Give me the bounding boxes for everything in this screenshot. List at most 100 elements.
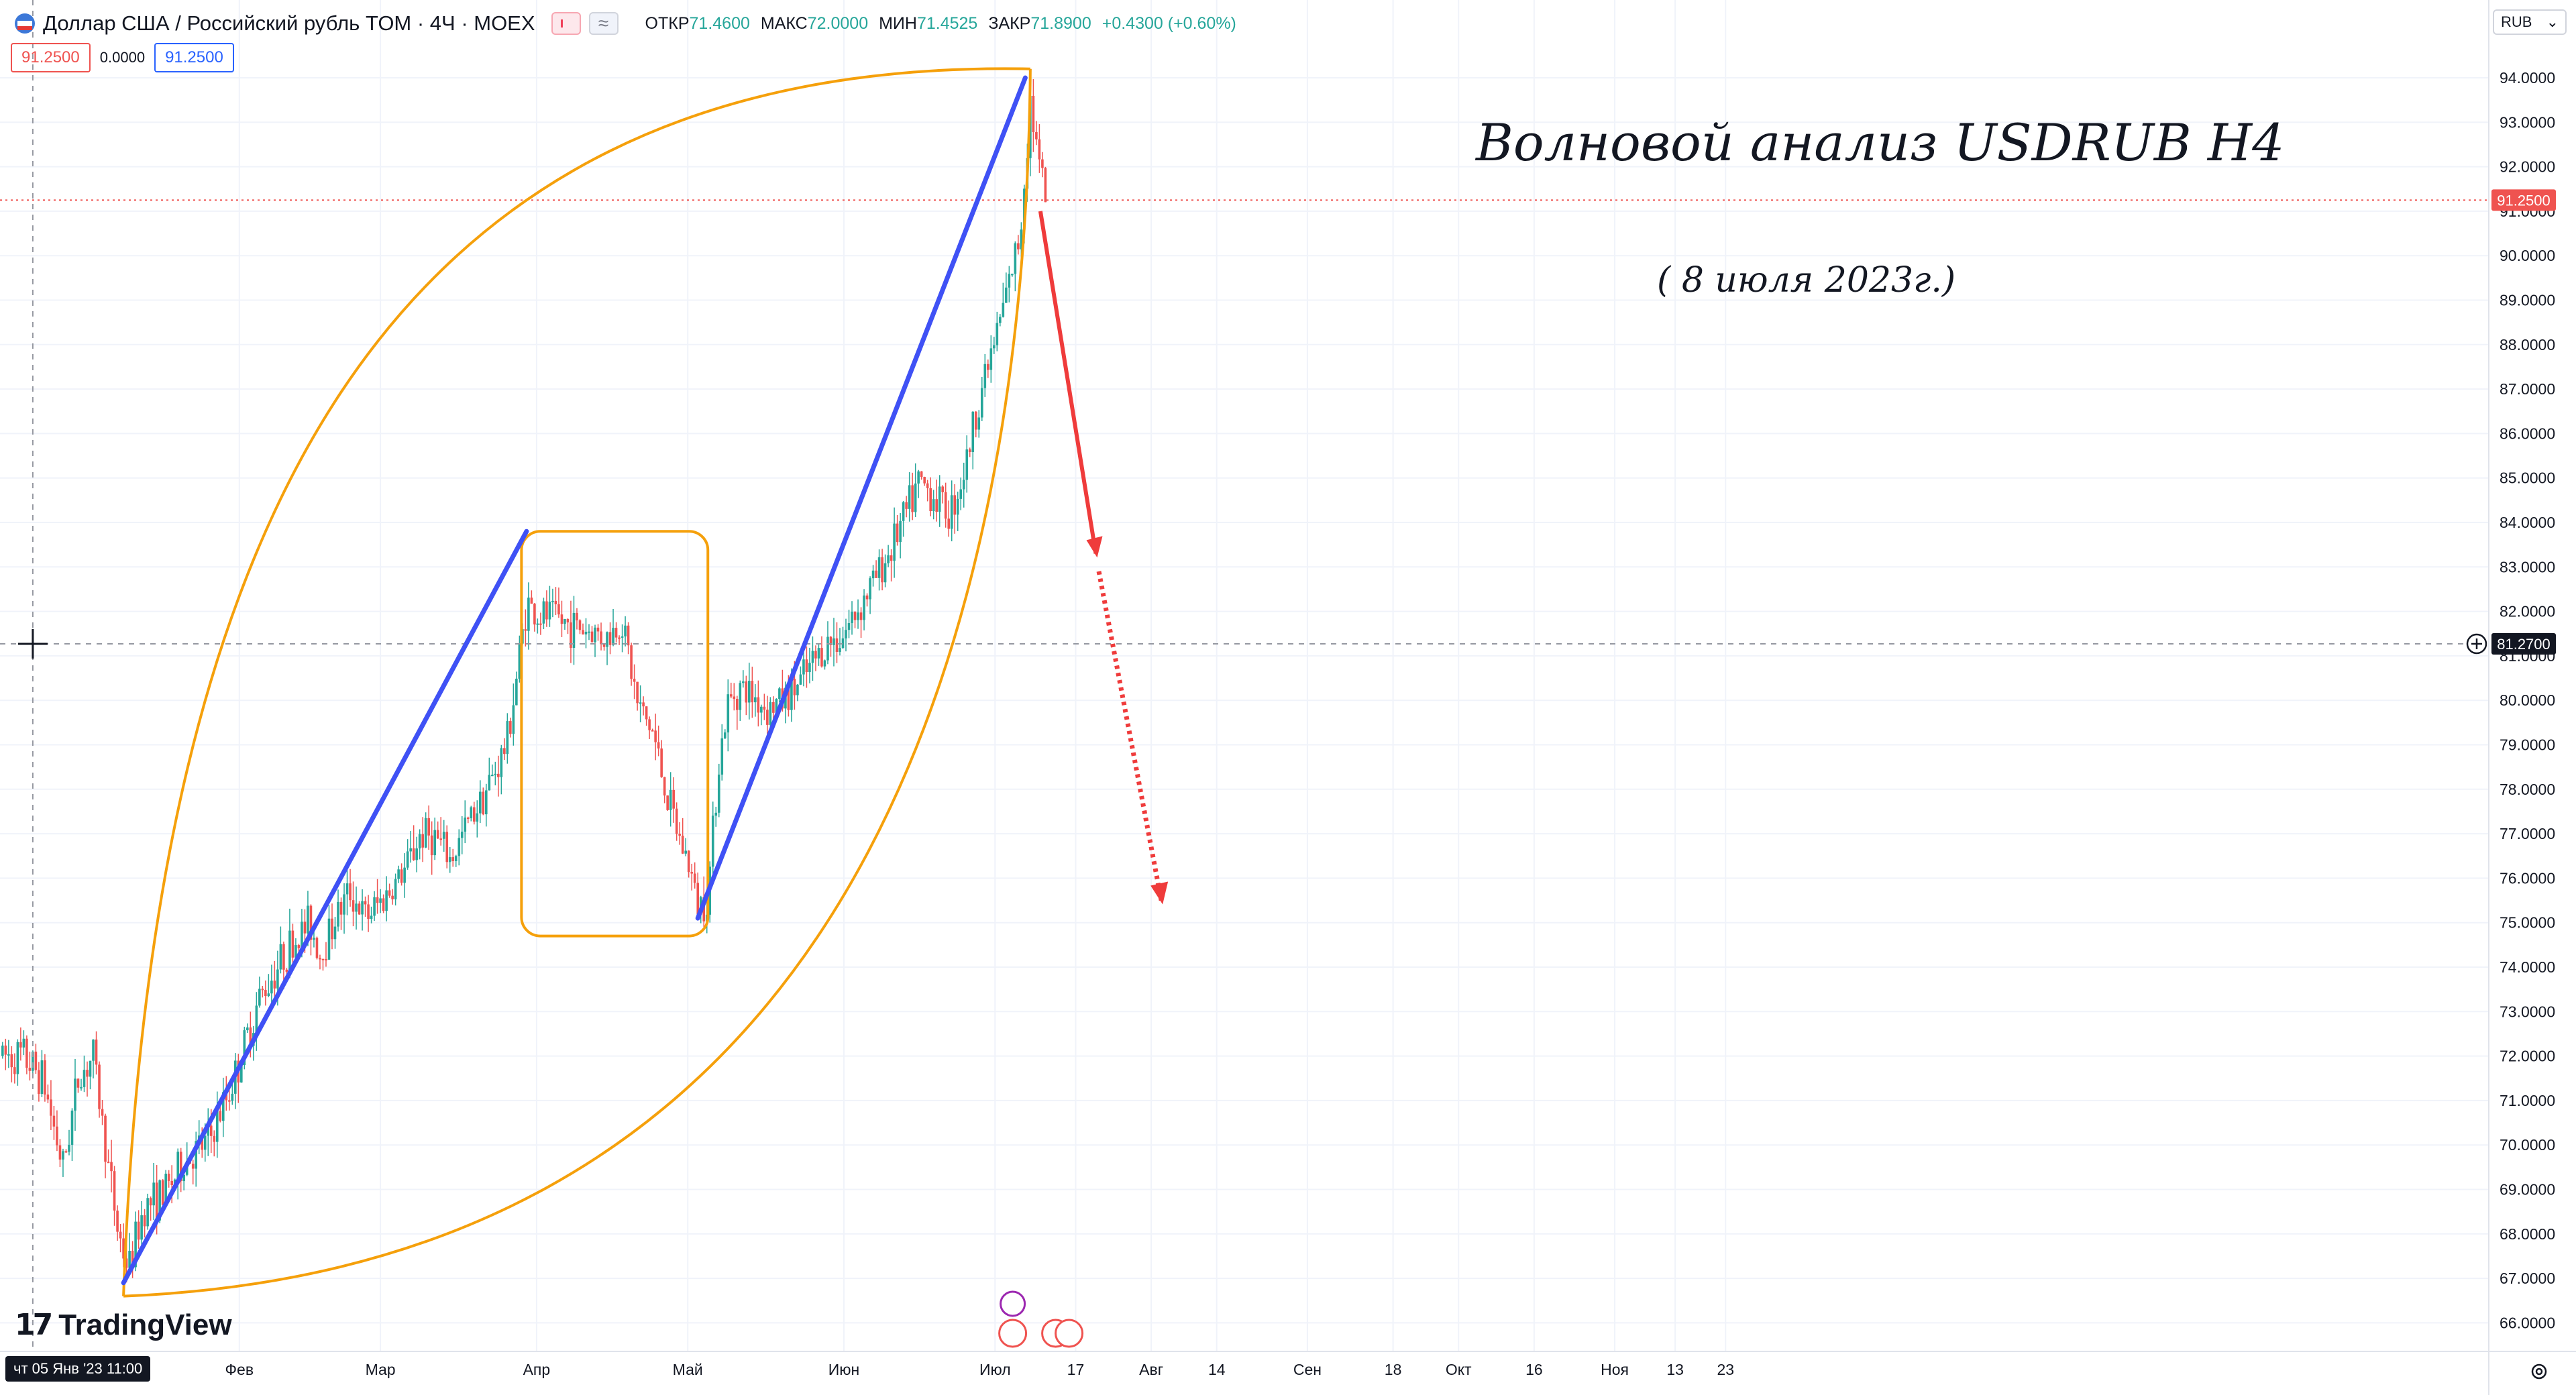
candle-body: [325, 958, 327, 960]
candle-body: [835, 638, 839, 653]
candle-body: [385, 890, 388, 911]
candle-body: [448, 857, 451, 862]
candle-body: [337, 901, 339, 927]
candle-body: [672, 789, 675, 809]
last-price-label: 91.2500: [2497, 192, 2551, 209]
candle-body: [221, 1092, 225, 1121]
candle-body: [612, 628, 614, 645]
candle-body: [693, 873, 696, 883]
x-tick-label: Июл: [979, 1361, 1011, 1378]
tradingview-mark-icon: 17: [15, 1308, 53, 1342]
candle-body: [1035, 131, 1038, 140]
chevron-down-icon: ⌄: [2546, 13, 2559, 30]
candle-body: [512, 705, 515, 734]
candle-body: [445, 832, 449, 862]
sell-price-button[interactable]: 91.2500: [11, 43, 91, 72]
candle-body: [313, 938, 315, 940]
candle-body: [711, 816, 714, 867]
candle-body: [639, 702, 642, 704]
y-tick-label: 85.0000: [2500, 469, 2555, 487]
x-tick-label: Апр: [523, 1361, 551, 1378]
candle-body: [500, 748, 503, 777]
candle-body: [938, 486, 941, 512]
candle-body: [805, 659, 808, 673]
y-tick-label: 76.0000: [2500, 869, 2555, 887]
flag-icon[interactable]: [551, 12, 581, 35]
candle-body: [811, 651, 814, 663]
compare-icon[interactable]: ≈: [588, 12, 619, 35]
candle-body: [902, 502, 905, 521]
buy-price-button[interactable]: 91.2500: [154, 43, 234, 72]
candle-body: [857, 612, 859, 620]
candle-body: [675, 808, 678, 834]
us-flag-event-icon[interactable]: [1055, 1319, 1084, 1348]
candle-body: [669, 789, 672, 810]
candle-body: [164, 1173, 167, 1205]
candle-body: [527, 598, 530, 631]
x-tick-label: Окт: [1446, 1361, 1472, 1378]
x-tick-label: 13: [1666, 1361, 1684, 1378]
ohlc-high-value: 72.0000: [807, 13, 869, 33]
candle-body: [968, 449, 971, 452]
x-tick-label: Июн: [828, 1361, 859, 1378]
candle-body: [841, 638, 845, 649]
candle-body: [929, 488, 932, 512]
lightning-event-icon[interactable]: [1000, 1290, 1026, 1317]
candle-body: [594, 627, 596, 643]
candle-body: [294, 945, 297, 958]
candle-body: [301, 922, 303, 948]
candle-body: [642, 702, 645, 707]
annotation-title[interactable]: Волновой анализ USDRUB H4: [1476, 113, 2285, 172]
candle-body: [859, 612, 863, 620]
y-tick-label: 94.0000: [2500, 69, 2555, 87]
ohlc-close-label: ЗАКР: [988, 13, 1031, 33]
candle-body: [488, 775, 491, 791]
candle-body: [203, 1135, 207, 1150]
gear-icon[interactable]: [2529, 1361, 2549, 1382]
candle-body: [588, 631, 590, 633]
candle-body: [893, 523, 896, 561]
ohlc-close-value: 71.8900: [1030, 13, 1091, 33]
candle-body: [833, 638, 835, 645]
arc-lower[interactable]: [123, 68, 1032, 1298]
candle-body: [412, 848, 415, 860]
y-tick-label: 74.0000: [2500, 958, 2555, 976]
candle-body: [264, 990, 267, 997]
candle-body: [745, 681, 748, 703]
arc-upper[interactable]: [122, 67, 1030, 1296]
candle-body: [249, 1027, 252, 1046]
candle-body: [845, 630, 847, 638]
annotation-date[interactable]: ( 8 июля 2023г.): [1657, 260, 1956, 300]
candle-body: [530, 598, 533, 604]
us-flag-event-icon[interactable]: [998, 1319, 1028, 1348]
candle-body: [227, 1100, 231, 1102]
projection-dotted[interactable]: [1096, 571, 1164, 901]
candle-body: [920, 471, 923, 478]
consolidation-box[interactable]: [520, 530, 710, 938]
symbol-title[interactable]: Доллар США / Российский рубль TOM · 4Ч ·…: [43, 11, 535, 35]
currency-select[interactable]: RUB ⌄: [2493, 9, 2567, 35]
wave-line-1[interactable]: [121, 528, 529, 1286]
y-tick-label: 66.0000: [2500, 1314, 2555, 1331]
candle-body: [464, 818, 467, 832]
candle-body: [999, 317, 1002, 323]
candle-body: [418, 834, 421, 849]
projection-arrow[interactable]: [1038, 211, 1098, 554]
candle-body: [1032, 95, 1035, 132]
candle-body: [361, 901, 364, 915]
tradingview-logo[interactable]: 17 TradingView: [15, 1308, 232, 1342]
y-tick-label: 68.0000: [2500, 1225, 2555, 1243]
candle-body: [379, 898, 382, 903]
candle-body: [663, 777, 666, 796]
candle-body: [276, 969, 279, 989]
wave-line-2[interactable]: [695, 75, 1028, 921]
candle-body: [956, 498, 959, 515]
candle-body: [871, 570, 875, 579]
candle-body: [68, 1144, 70, 1152]
candle-body: [176, 1152, 179, 1180]
candle-body: [875, 570, 877, 578]
candle-body: [596, 627, 600, 632]
candle-body: [1005, 287, 1008, 303]
candle-body: [696, 883, 700, 915]
